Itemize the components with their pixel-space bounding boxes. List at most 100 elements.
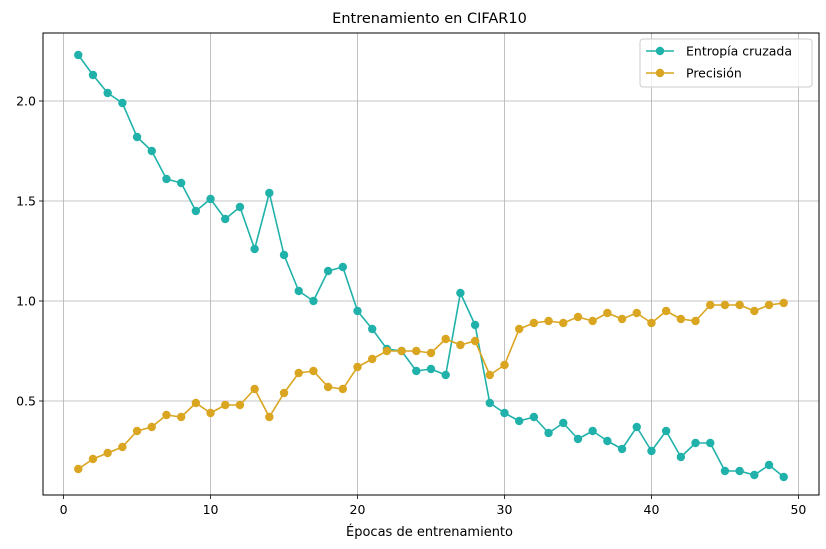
data-point	[353, 362, 362, 372]
data-point	[132, 132, 142, 142]
data-point	[191, 398, 201, 408]
data-point	[162, 410, 171, 420]
data-point	[456, 340, 465, 350]
data-point	[118, 98, 127, 108]
data-point	[294, 368, 303, 378]
grid	[43, 33, 819, 495]
data-point	[573, 312, 583, 322]
y-tick-label: 0.5	[16, 394, 36, 409]
data-point	[250, 244, 259, 254]
data-point	[397, 346, 406, 356]
data-point	[750, 306, 759, 316]
data-point	[764, 300, 774, 310]
data-point	[456, 288, 465, 298]
data-point	[514, 416, 524, 426]
data-point	[279, 388, 289, 398]
data-point	[470, 336, 480, 346]
data-point	[603, 308, 612, 318]
data-point	[706, 438, 715, 448]
data-point	[500, 408, 509, 418]
data-point	[441, 370, 450, 380]
data-point	[235, 202, 245, 212]
data-point	[485, 370, 494, 380]
series-layer	[74, 50, 788, 482]
data-point	[176, 178, 186, 188]
data-point	[764, 460, 774, 470]
data-point	[441, 334, 450, 344]
data-point	[235, 400, 245, 410]
data-point	[279, 250, 289, 260]
data-point	[647, 318, 656, 328]
data-point	[544, 316, 553, 326]
data-point	[706, 300, 715, 310]
data-point	[265, 412, 274, 422]
ticks: 0 10 20 30 40 50 0.5 1.0 1.5 2.0	[16, 94, 806, 518]
data-point	[676, 314, 686, 324]
data-point	[191, 206, 201, 216]
legend-marker-1	[655, 68, 665, 78]
data-point	[691, 438, 700, 448]
data-point	[412, 366, 421, 376]
data-point	[206, 408, 215, 418]
data-point	[779, 298, 788, 308]
legend-label-1: Precisión	[686, 66, 742, 81]
data-point	[632, 308, 641, 318]
data-point	[426, 348, 436, 358]
data-point	[588, 426, 597, 436]
data-point	[470, 320, 480, 330]
data-point	[617, 444, 627, 454]
data-point	[265, 188, 274, 198]
x-tick-label: 40	[644, 502, 660, 517]
legend-marker-0	[655, 46, 665, 56]
data-point	[661, 306, 671, 316]
data-point	[529, 412, 539, 422]
x-tick-label: 30	[497, 502, 513, 517]
data-point	[500, 360, 509, 370]
data-point	[323, 382, 333, 392]
data-point	[118, 442, 127, 452]
legend: Entropía cruzada Precisión	[639, 38, 813, 88]
y-tick-label: 1.0	[16, 294, 36, 309]
data-point	[74, 464, 83, 474]
data-point	[162, 174, 171, 184]
data-point	[720, 466, 730, 476]
data-point	[735, 466, 744, 476]
data-point	[779, 472, 788, 482]
data-point	[338, 262, 348, 272]
data-point	[368, 354, 377, 364]
x-tick-label: 0	[60, 502, 68, 517]
data-point	[661, 426, 671, 436]
data-point	[74, 50, 83, 60]
data-point	[426, 364, 436, 374]
data-point	[647, 446, 656, 456]
data-point	[221, 400, 230, 410]
y-tick-label: 2.0	[16, 94, 36, 109]
data-point	[573, 434, 583, 444]
data-point	[559, 418, 568, 428]
data-point	[323, 266, 333, 276]
data-point	[588, 316, 597, 326]
data-point	[103, 88, 112, 98]
data-point	[88, 70, 98, 80]
data-point	[485, 398, 494, 408]
x-tick-label: 50	[790, 502, 806, 517]
legend-box	[639, 38, 813, 88]
data-point	[617, 314, 627, 324]
data-point	[132, 426, 142, 436]
data-point	[147, 422, 156, 432]
data-point	[309, 296, 318, 306]
legend-label-0: Entropía cruzada	[686, 44, 792, 59]
data-point	[559, 318, 568, 328]
data-point	[750, 470, 759, 480]
data-point	[735, 300, 744, 310]
data-point	[294, 286, 303, 296]
data-point	[382, 346, 392, 356]
data-point	[88, 454, 98, 464]
data-point	[353, 306, 362, 316]
x-tick-label: 20	[350, 502, 366, 517]
data-point	[529, 318, 539, 328]
data-point	[309, 366, 318, 376]
series-line-1	[77, 302, 784, 470]
data-point	[147, 146, 156, 156]
